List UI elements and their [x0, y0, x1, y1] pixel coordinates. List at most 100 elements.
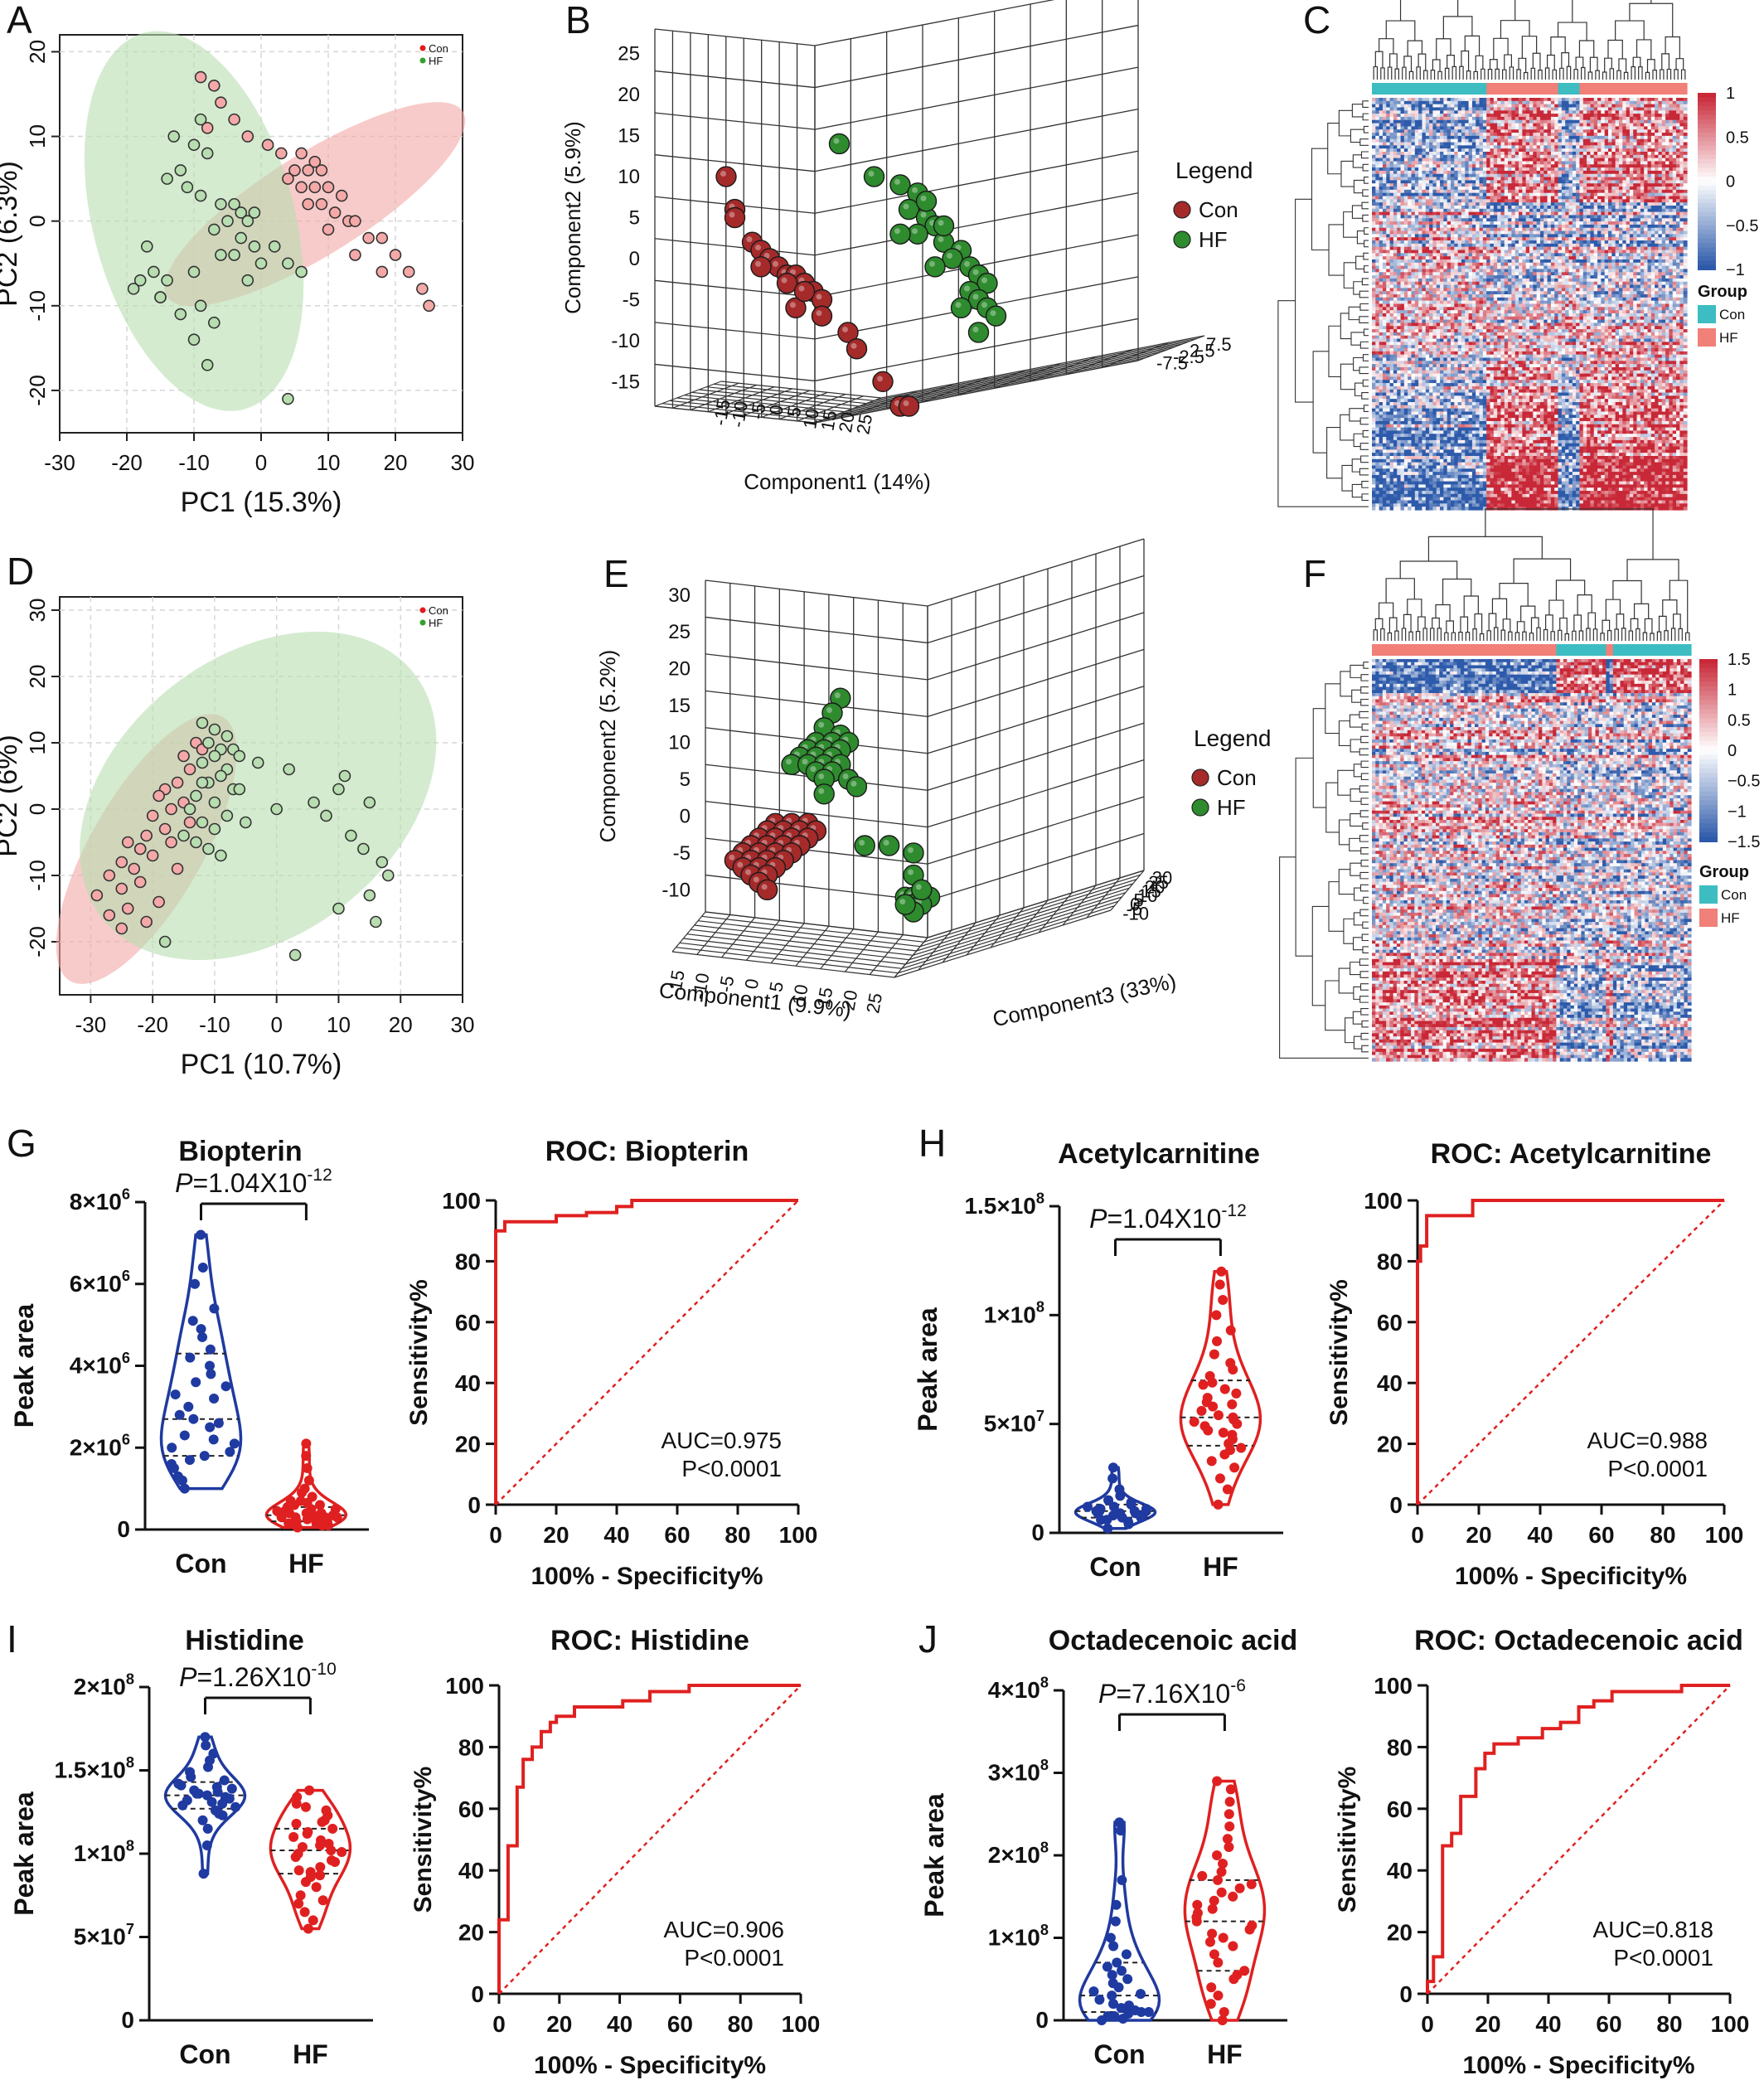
heatmap-cell [1547, 230, 1552, 235]
heatmap-cell [1658, 119, 1663, 124]
heatmap-cell [1550, 211, 1555, 216]
heatmap-cell [1397, 126, 1402, 130]
heatmap-cell [1536, 240, 1541, 245]
heatmap-cell [1443, 218, 1448, 222]
heatmap-cell [1626, 116, 1631, 121]
heatmap-cell [1565, 154, 1570, 159]
heatmap-cell [1461, 183, 1466, 187]
heatmap-cell [1611, 180, 1616, 184]
heatmap-cell [1597, 135, 1602, 140]
heatmap-cell [1382, 237, 1387, 241]
heatmap-cell [1629, 243, 1634, 248]
heatmap-cell [1608, 98, 1612, 102]
data-point-con [121, 836, 134, 849]
heatmap-cell [1482, 151, 1487, 156]
heatmap-cell [1644, 199, 1649, 203]
heatmap-cell [1590, 208, 1595, 213]
heatmap-cell [1490, 196, 1495, 200]
heatmap-cell [1683, 189, 1688, 194]
heatmap-cell [1397, 215, 1402, 219]
heatmap-cell [1493, 119, 1498, 124]
data-point-con [308, 181, 322, 194]
heatmap-cell [1611, 116, 1616, 121]
floor-grid-line [770, 923, 805, 964]
y-tick-label: -5 [623, 288, 640, 311]
heatmap-cell [1403, 142, 1408, 146]
heatmap-cell [1504, 199, 1509, 203]
heatmap-cell [1636, 104, 1641, 109]
heatmap-cell [1593, 98, 1598, 102]
heatmap-cell [1408, 250, 1413, 254]
heatmap-cell [1554, 138, 1559, 143]
heatmap-cell [1544, 196, 1548, 200]
heatmap-cell [1514, 230, 1519, 235]
heatmap-cell [1500, 230, 1505, 235]
data-point-con [121, 902, 134, 915]
heatmap-cell [1471, 116, 1476, 121]
heatmap-cell [1683, 164, 1688, 168]
heatmap-cell [1536, 104, 1541, 109]
heatmap-cell [1519, 189, 1523, 194]
z-tick-label: 7.5 [1206, 334, 1232, 355]
heatmap-cell [1414, 202, 1419, 206]
heatmap-cell [1508, 154, 1513, 159]
heatmap-cell [1522, 158, 1527, 162]
heatmap-cell [1636, 199, 1641, 203]
heatmap-cell [1461, 116, 1466, 121]
heatmap-cell [1618, 246, 1623, 251]
heatmap-cell [1482, 167, 1487, 172]
heatmap-cell [1393, 123, 1398, 128]
heatmap-cell [1482, 98, 1487, 102]
heatmap-cell [1539, 237, 1544, 241]
heatmap-cell [1661, 126, 1666, 130]
heatmap-cell [1615, 196, 1620, 200]
data-point-hf [251, 756, 264, 769]
heatmap-cell [1626, 183, 1631, 187]
heatmap-cell [1418, 180, 1423, 184]
heatmap-cell [1658, 114, 1663, 118]
heatmap-cell [1636, 202, 1641, 206]
heatmap-cell [1669, 107, 1674, 111]
heatmap-cell [1436, 98, 1441, 102]
heatmap-cell [1447, 145, 1451, 149]
heatmap-cell [1547, 129, 1552, 133]
heatmap-cell [1468, 133, 1473, 137]
heatmap-cell [1411, 129, 1416, 133]
heatmap-cell [1529, 114, 1534, 118]
heatmap-cell [1447, 129, 1451, 133]
heatmap-cell [1615, 116, 1620, 121]
heatmap-cell [1636, 167, 1641, 172]
heatmap-cell [1587, 208, 1592, 213]
heatmap-cell [1400, 142, 1405, 146]
heatmap-cell [1561, 250, 1566, 254]
heatmap-cell [1425, 211, 1430, 216]
heatmap-cell [1504, 183, 1509, 187]
data-point-hf [854, 835, 875, 856]
heatmap-cell [1604, 230, 1609, 235]
heatmap-cell [1461, 234, 1466, 238]
heatmap-cell [1511, 133, 1516, 137]
heatmap-cell [1579, 145, 1584, 149]
heatmap-cell [1511, 173, 1516, 178]
heatmap-cell [1622, 205, 1627, 210]
heatmap-cell [1447, 154, 1451, 159]
heatmap-cell [1479, 151, 1484, 156]
heatmap-cell [1561, 177, 1566, 181]
heatmap-cell [1389, 116, 1394, 121]
heatmap-cell [1618, 183, 1623, 187]
heatmap-cell [1618, 151, 1623, 156]
z-tick-label: -10 [1122, 903, 1149, 924]
heatmap-cell [1514, 167, 1519, 172]
heatmap-cell [1550, 158, 1555, 162]
x-tick-label: -15 [710, 398, 734, 428]
heatmap-cell [1490, 192, 1495, 197]
x-tick-label: 10 [327, 1012, 351, 1037]
heatmap-cell [1650, 196, 1655, 200]
heatmap-cell [1386, 167, 1391, 172]
heatmap-cell [1508, 189, 1513, 194]
heatmap-cell [1386, 187, 1391, 191]
heatmap-cell [1669, 177, 1674, 181]
heatmap-cell [1601, 224, 1606, 229]
heatmap-cell [1432, 218, 1437, 222]
heatmap-cell [1514, 119, 1519, 124]
